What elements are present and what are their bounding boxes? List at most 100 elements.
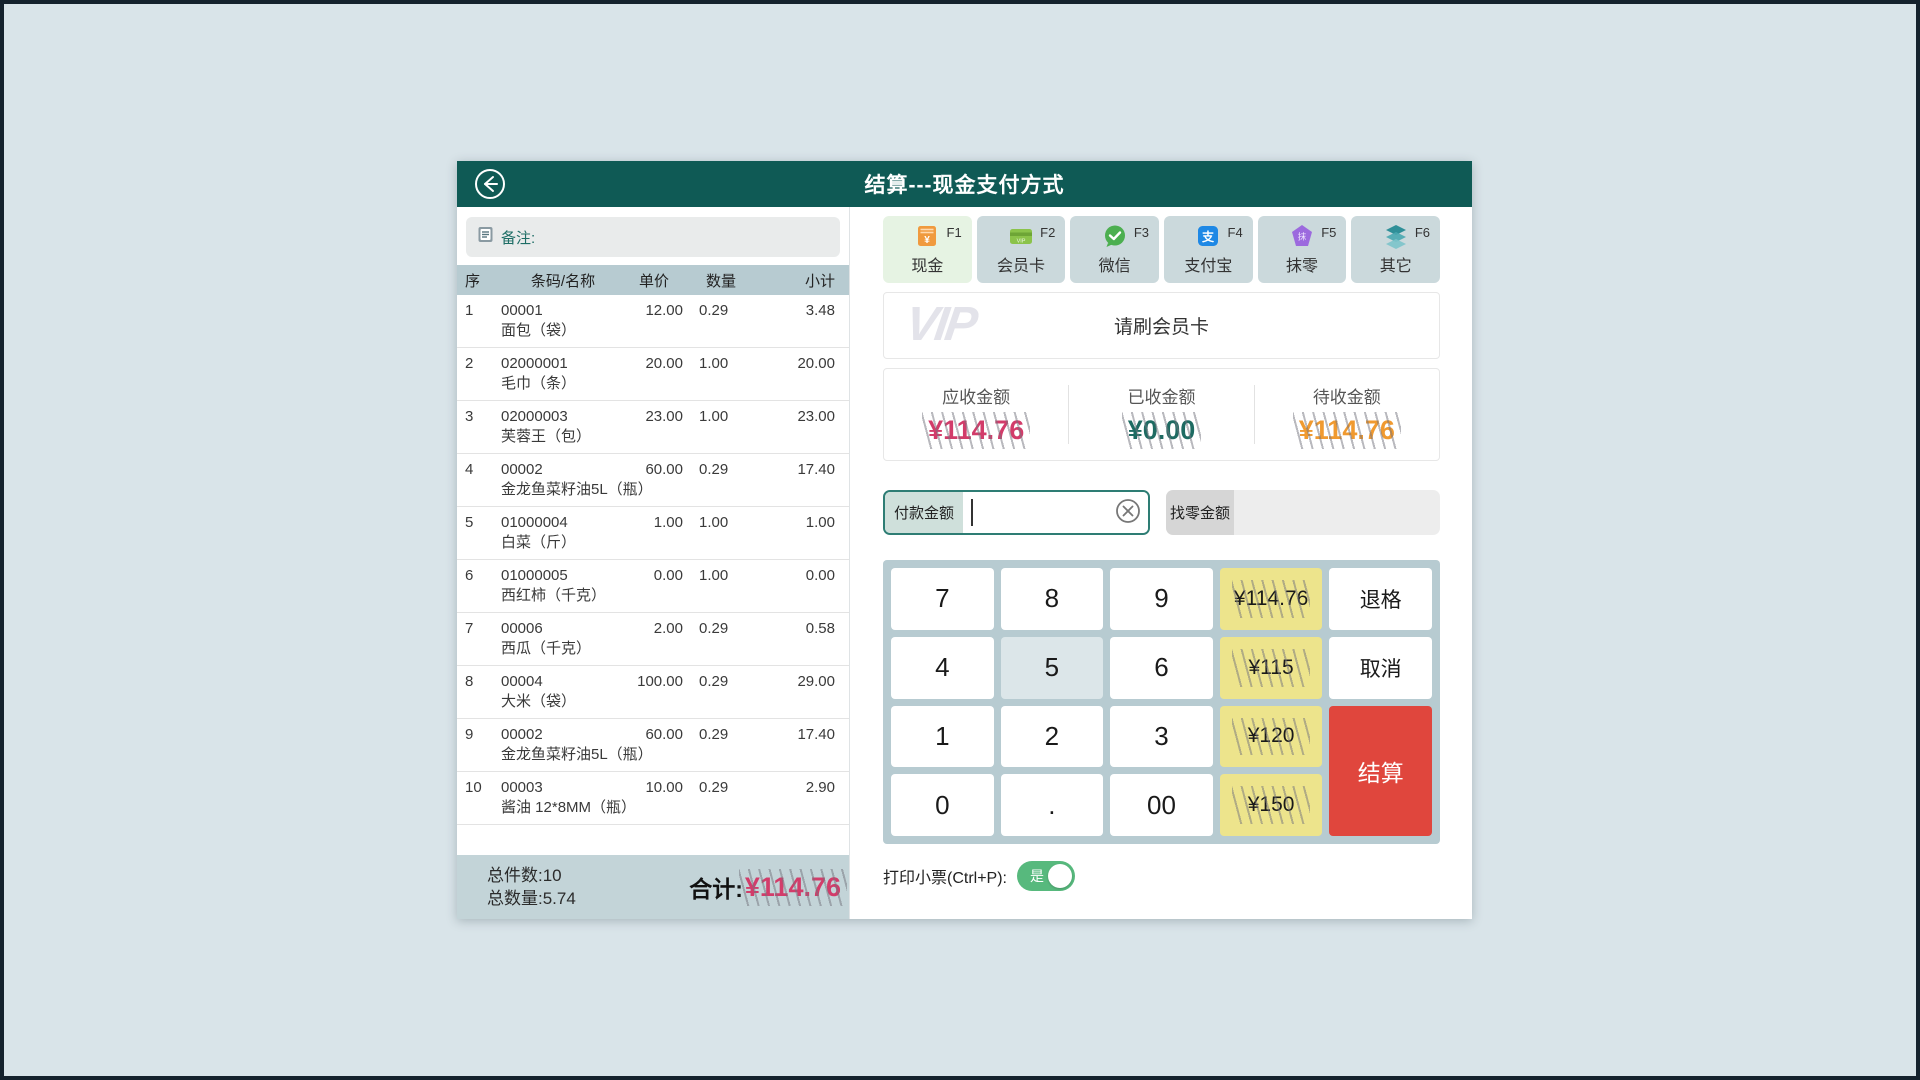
payment-method-alipay[interactable]: 支 F4 支付宝 [1164,216,1253,283]
table-row[interactable]: 8 00004 100.00 0.29 29.00 大米（袋） [457,666,849,719]
row-barcode: 00001 [501,302,543,319]
swipe-card-prompt: 请刷会员卡 [1113,317,1209,338]
clear-input-button[interactable] [1108,492,1148,533]
text-caret [971,499,973,526]
key-quick-exact-amount[interactable]: ¥114.76 [1219,568,1323,630]
row-subtotal: 17.40 [797,461,835,478]
svg-text:抹: 抹 [1298,232,1307,242]
row-subtotal: 23.00 [797,408,835,425]
table-row[interactable]: 10 00003 10.00 0.29 2.90 酱油 12*8MM（瓶） [457,772,849,825]
table-row[interactable]: 4 00002 60.00 0.29 17.40 金龙鱼菜籽油5L（瓶） [457,454,849,507]
row-barcode: 00002 [501,461,543,478]
payment-method-label: 会员卡 [997,258,1046,275]
payment-input-row: 付款金额 [883,490,1440,535]
row-subtotal: 1.00 [805,514,835,531]
key-quick-150[interactable]: ¥150 [1219,774,1323,836]
key-1[interactable]: 1 [891,705,994,768]
row-product-name: 西瓜（千克） [501,640,592,657]
fkey-label: F5 [1321,225,1337,240]
row-price: 10.00 [645,779,683,796]
payment-method-cash[interactable]: ¥ F1 现金 [883,216,972,283]
row-subtotal: 17.40 [797,726,835,743]
divider [1253,385,1255,444]
table-body: 1 00001 12.00 0.29 3.48 面包（袋） 2 02000001… [457,295,849,825]
row-product-name: 金龙鱼菜籽油5L（瓶） [501,481,653,498]
clear-circle-x-icon [1115,498,1141,527]
checkout-window: 结算---现金支付方式 备注: [457,161,1472,919]
payment-method-wechat[interactable]: F3 微信 [1070,216,1160,283]
table-row[interactable]: 5 01000004 1.00 1.00 1.00 白菜（斤） [457,507,849,560]
payment-method-round-off[interactable]: 抹 F5 抹零 [1257,216,1347,283]
amount-due-column: 应收金额 ¥114.76 [884,369,1068,460]
change-amount-label: 找零金额 [1166,490,1234,535]
payment-amount-input[interactable] [963,492,1108,533]
key-cancel[interactable]: 取消 [1329,636,1432,699]
key-backspace[interactable]: 退格 [1329,568,1432,630]
print-receipt-row: 打印小票(Ctrl+P): 是 [883,861,1440,891]
payment-method-label: 微信 [1098,258,1131,275]
row-price: 12.00 [645,302,683,319]
row-product-name: 毛巾（条） [501,375,577,392]
row-index: 9 [465,726,474,743]
key-quick-120[interactable]: ¥120 [1219,705,1323,768]
payment-amount-group: 付款金额 [883,490,1150,535]
table-row[interactable]: 3 02000003 23.00 1.00 23.00 芙蓉王（包） [457,401,849,454]
header-index: 序 [465,272,481,290]
key-7[interactable]: 7 [891,568,994,630]
key-3[interactable]: 3 [1110,705,1213,768]
row-index: 8 [465,673,474,690]
row-quantity: 1.00 [699,514,729,531]
table-row[interactable]: 9 00002 60.00 0.29 17.40 金龙鱼菜籽油5L（瓶） [457,719,849,772]
row-price: 2.00 [653,620,683,637]
key-4[interactable]: 4 [891,636,994,699]
key-settle[interactable]: 结算 [1329,705,1432,836]
payment-methods: ¥ F1 现金 VIP [883,216,1441,283]
amounts-box: 应收金额 ¥114.76 已收金额 ¥0.00 待收金额 ¥114.76 [883,368,1440,461]
payment-method-label: 抹零 [1286,258,1319,275]
key-quick-115[interactable]: ¥115 [1219,636,1323,699]
row-quantity: 0.29 [699,620,729,637]
table-row[interactable]: 2 02000001 20.00 1.00 20.00 毛巾（条） [457,348,849,401]
alipay-icon: 支 [1195,223,1221,249]
key-5[interactable]: 5 [1000,636,1104,699]
row-barcode: 00006 [501,620,543,637]
row-barcode: 01000005 [501,567,568,584]
table-row[interactable]: 1 00001 12.00 0.29 3.48 面包（袋） [457,295,849,348]
key-6[interactable]: 6 [1110,636,1213,699]
key-0[interactable]: 0 [891,774,994,836]
back-button[interactable] [473,167,507,201]
table-row[interactable]: 6 01000005 0.00 1.00 0.00 西红柿（千克） [457,560,849,613]
row-product-name: 大米（袋） [501,693,577,710]
row-price: 60.00 [645,461,683,478]
title-bar: 结算---现金支付方式 [457,161,1472,207]
fkey-label: F1 [946,225,962,240]
key-2[interactable]: 2 [1000,705,1104,768]
row-product-name: 酱油 12*8MM（瓶） [501,799,637,816]
key-9[interactable]: 9 [1110,568,1213,630]
back-arrow-icon [473,169,507,204]
row-quantity: 1.00 [699,355,729,372]
row-index: 7 [465,620,474,637]
payment-method-other[interactable]: F6 其它 [1351,216,1441,283]
svg-text:VIP: VIP [1017,239,1026,245]
key-00[interactable]: 00 [1110,774,1213,836]
cart-panel: 备注: 序 条码/名称 单价 数量 小计 1 00001 12.00 0.29 … [457,207,850,919]
row-price: 100.00 [637,673,683,690]
row-subtotal: 3.48 [805,302,835,319]
table-row[interactable]: 7 00006 2.00 0.29 0.58 西瓜（千克） [457,613,849,666]
amount-due-value: ¥114.76 [922,412,1031,449]
fkey-label: F4 [1227,225,1243,240]
print-receipt-toggle[interactable]: 是 [1017,861,1076,891]
row-product-name: 金龙鱼菜籽油5L（瓶） [501,746,653,763]
row-product-name: 面包（袋） [501,322,577,339]
note-bar[interactable]: 备注: [466,217,840,257]
key-decimal-point[interactable]: . [1000,774,1104,836]
wechat-icon [1102,223,1128,249]
row-product-name: 西红柿（千克） [501,587,607,604]
row-subtotal: 29.00 [797,673,835,690]
payment-method-member-card[interactable]: VIP F2 会员卡 [976,216,1066,283]
total-amount: ¥114.76 [738,868,848,906]
key-8[interactable]: 8 [1000,568,1104,630]
row-product-name: 芙蓉王（包） [501,428,592,445]
numeric-keypad: 7 8 9 ¥114.76 退格 4 5 6 ¥115 取消 1 2 3 ¥12… [883,560,1440,844]
